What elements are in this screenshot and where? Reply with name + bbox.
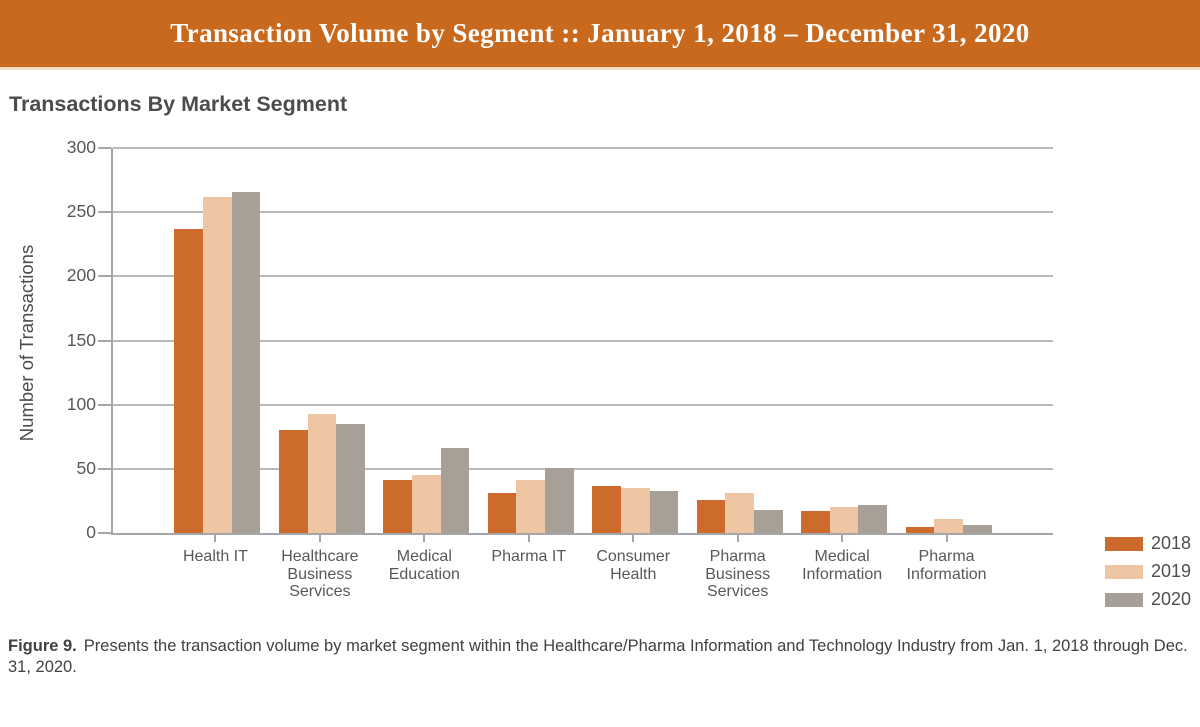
x-tick-mark — [214, 535, 217, 542]
x-axis-category-label: Medical Information — [802, 548, 883, 583]
bar-2019-pharma-information — [934, 518, 963, 533]
x-axis-category-label: Healthcare Business Services — [281, 548, 359, 600]
bar-2018-healthcare-business-services — [278, 430, 308, 533]
y-axis-tick-label: 150 — [66, 329, 96, 350]
x-tick-mark — [423, 535, 426, 542]
bar-group-pharma-information — [905, 518, 992, 533]
x-tick-mark — [632, 535, 635, 542]
bar-2019-medical-education — [412, 475, 441, 533]
x-axis-category-label: Medical Education — [388, 548, 460, 583]
y-axis-tick-label: 200 — [66, 265, 96, 286]
bar-group-pharma-business-services — [696, 493, 783, 533]
bar-2018-medical-information — [801, 511, 830, 533]
gridline — [113, 275, 1053, 278]
legend-label-2020: 2020 — [1151, 589, 1192, 609]
y-tick-mark — [98, 275, 111, 278]
bar-2020-pharma-information — [962, 525, 992, 533]
bar-2018-pharma-business-services — [696, 499, 726, 533]
x-axis-category-label: Consumer Health — [596, 548, 671, 583]
plot-area — [111, 147, 1053, 535]
bar-2020-healthcare-business-services — [336, 423, 365, 533]
y-axis-tick-label: 250 — [66, 201, 96, 222]
caption-label: Figure 9. — [8, 637, 77, 655]
x-tick-mark — [736, 535, 739, 542]
bar-2020-pharma-business-services — [754, 509, 783, 533]
legend-swatch-2018 — [1105, 536, 1143, 551]
x-tick-mark — [841, 535, 844, 542]
y-tick-mark — [98, 147, 111, 149]
y-tick-mark — [98, 211, 111, 214]
bar-2019-health-it — [203, 196, 232, 533]
x-axis-category-label: Pharma IT — [491, 548, 567, 565]
bar-2019-consumer-health — [620, 488, 650, 533]
legend-item-2020: 2020 — [1105, 589, 1191, 610]
y-axis-tick-label: 300 — [66, 137, 96, 157]
y-tick-mark — [98, 339, 111, 342]
bar-2018-health-it — [174, 228, 204, 533]
bar-group-medical-information — [801, 504, 888, 533]
gridline — [113, 211, 1053, 214]
legend: 2018 2019 2020 — [1105, 533, 1191, 617]
gridline — [113, 403, 1053, 406]
figure-caption: Figure 9. Presents the transaction volume… — [8, 636, 1194, 678]
gridline — [113, 467, 1053, 470]
y-axis-tick-label: 100 — [66, 393, 96, 414]
y-axis-tick-label: 50 — [76, 457, 96, 478]
y-tick-mark — [98, 532, 111, 534]
legend-swatch-2020 — [1105, 592, 1143, 607]
legend-label-2018: 2018 — [1151, 533, 1192, 553]
bar-2019-medical-information — [829, 507, 859, 533]
caption-text: Presents the transaction volume by marke… — [8, 637, 1188, 676]
bar-2019-pharma-it — [516, 480, 546, 533]
bar-2018-pharma-it — [487, 493, 517, 533]
legend-label-2019: 2019 — [1151, 561, 1192, 581]
y-tick-mark — [98, 467, 111, 470]
legend-item-2019: 2019 — [1105, 561, 1191, 582]
x-tick-mark — [318, 535, 321, 542]
x-axis-category-label: Pharma Business Services — [705, 548, 771, 600]
bar-group-medical-education — [383, 448, 470, 533]
gridline — [113, 147, 1053, 149]
x-axis-category-label: Pharma Information — [906, 548, 987, 583]
x-tick-mark — [945, 535, 948, 542]
bar-2020-consumer-health — [649, 490, 679, 533]
bar-group-pharma-it — [487, 467, 574, 533]
bar-2018-medical-education — [383, 480, 412, 533]
bar-group-healthcare-business-services — [278, 413, 365, 533]
bar-2020-health-it — [231, 191, 261, 533]
legend-item-2018: 2018 — [1105, 533, 1191, 554]
legend-swatch-2019 — [1105, 564, 1143, 579]
y-tick-mark — [98, 403, 111, 406]
bar-2020-medical-education — [440, 448, 470, 533]
x-axis-category-label: Health IT — [182, 548, 248, 565]
bar-group-consumer-health — [592, 485, 679, 533]
header-banner: Transaction Volume by Segment :: January… — [0, 0, 1200, 70]
bar-2018-consumer-health — [592, 485, 621, 533]
bar-2019-pharma-business-services — [725, 493, 754, 533]
bar-2019-healthcare-business-services — [307, 413, 337, 533]
chart-title: Transactions By Market Segment — [9, 92, 348, 116]
gridline — [113, 339, 1053, 342]
banner-title: Transaction Volume by Segment :: January… — [170, 18, 1030, 48]
y-axis-tick-label: 0 — [86, 522, 96, 542]
bar-group-health-it — [174, 191, 261, 533]
bar-2020-pharma-it — [545, 467, 574, 533]
bar-2020-medical-information — [858, 504, 888, 533]
bar-2018-pharma-information — [905, 526, 935, 533]
x-tick-mark — [527, 535, 530, 542]
